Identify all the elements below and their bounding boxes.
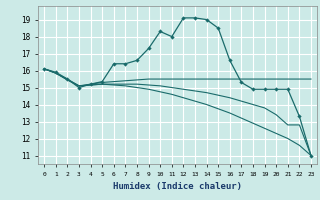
X-axis label: Humidex (Indice chaleur): Humidex (Indice chaleur) (113, 182, 242, 191)
